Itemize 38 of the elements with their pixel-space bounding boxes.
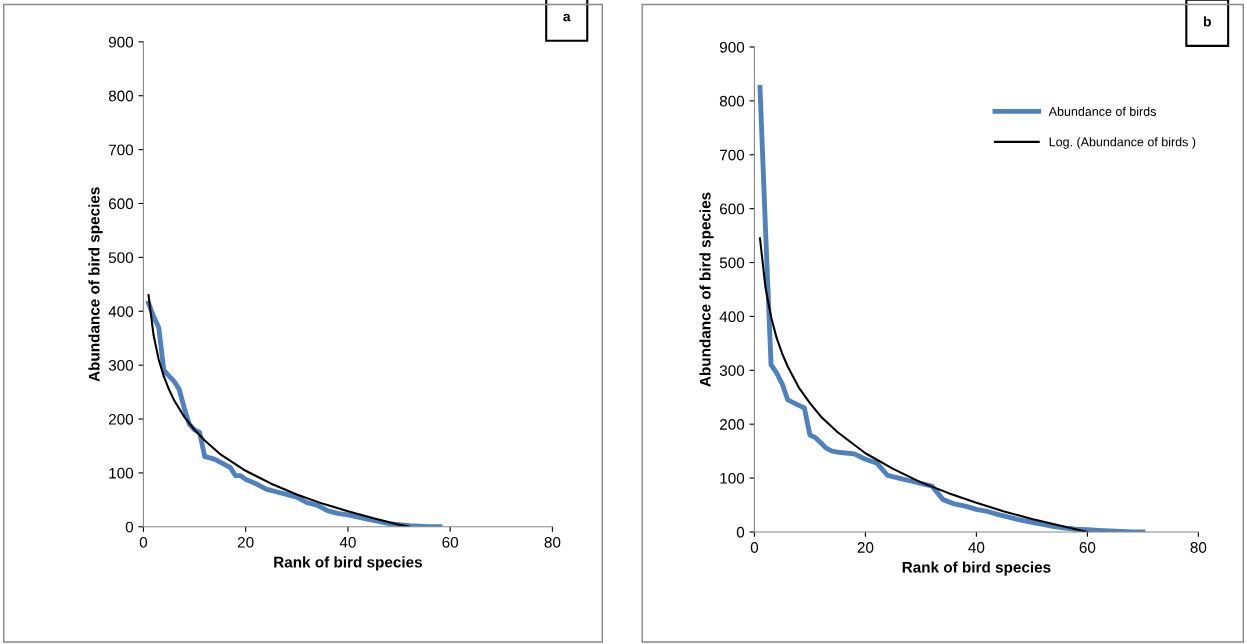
legend-label: Abundance of birds — [1048, 106, 1156, 116]
y-tick-label: 0 — [125, 521, 134, 533]
y-tick-label: 900 — [108, 36, 134, 48]
y-tick-label: 300 — [108, 360, 134, 371]
y-tick-label: 600 — [108, 198, 134, 210]
y-tick-label: 400 — [108, 306, 134, 317]
y-tick-label: 100 — [109, 467, 134, 479]
x-axis-title: Rank of bird species — [902, 561, 1051, 576]
y-tick-label: 0 — [736, 526, 745, 538]
x-tick-label: 60 — [442, 536, 459, 548]
y-tick-label: 500 — [719, 257, 745, 269]
y-tick-label: 500 — [108, 252, 134, 264]
y-tick-label: 700 — [108, 144, 134, 156]
x-tick-label: 40 — [968, 542, 985, 553]
text: a — [563, 13, 571, 22]
x-tick-label: 80 — [544, 536, 561, 548]
y-tick-label: 800 — [108, 90, 134, 102]
x-tick-label: 0 — [750, 542, 759, 553]
y-tick-label: 100 — [720, 472, 745, 484]
x-tick-label: 60 — [1079, 542, 1096, 553]
y-tick-label: 900 — [719, 41, 745, 53]
y-tick-label: 700 — [720, 149, 745, 161]
x-tick-label: 0 — [139, 536, 148, 548]
y-tick-label: 200 — [108, 413, 134, 425]
x-tick-label: 40 — [339, 536, 356, 548]
x-axis-title: Rank of bird species — [274, 556, 423, 571]
y-tick-label: 600 — [720, 203, 745, 215]
y-tick-label: 300 — [719, 365, 745, 376]
y-axis-title: Abundance of bird species — [88, 187, 103, 382]
y-tick-label: 200 — [719, 419, 745, 430]
y-tick-label: 400 — [719, 311, 745, 323]
text: b — [1203, 16, 1211, 27]
y-tick-label: 800 — [719, 95, 745, 107]
x-tick-label: 20 — [857, 542, 874, 553]
y-axis-title: Abundance of bird species — [699, 192, 714, 387]
x-tick-label: 20 — [237, 536, 254, 548]
legend-label: Log. (Abundance of birds ) — [1049, 137, 1196, 149]
x-tick-label: 80 — [1190, 542, 1207, 553]
